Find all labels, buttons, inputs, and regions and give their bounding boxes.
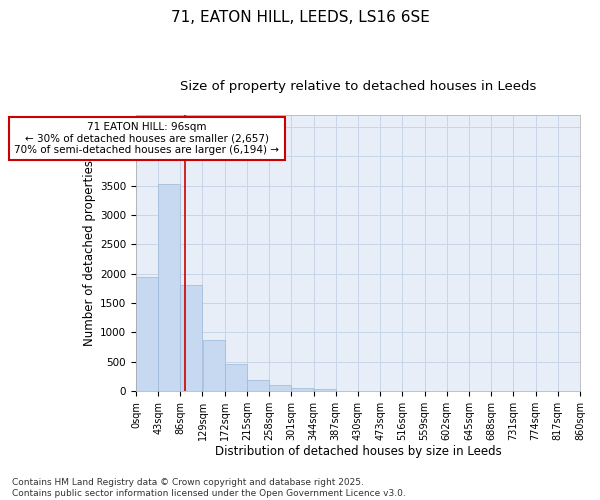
Text: 71 EATON HILL: 96sqm
← 30% of detached houses are smaller (2,657)
70% of semi-de: 71 EATON HILL: 96sqm ← 30% of detached h… (14, 122, 280, 155)
Bar (136, 276, 158, 391)
Bar (292, 388, 313, 391)
Text: Contains HM Land Registry data © Crown copyright and database right 2025.
Contai: Contains HM Land Registry data © Crown c… (12, 478, 406, 498)
Bar (158, 184, 180, 391)
Bar (247, 380, 269, 391)
Y-axis label: Number of detached properties: Number of detached properties (83, 160, 96, 346)
Bar (225, 364, 247, 391)
Bar (314, 389, 335, 391)
Text: 71, EATON HILL, LEEDS, LS16 6SE: 71, EATON HILL, LEEDS, LS16 6SE (170, 10, 430, 25)
Bar (203, 340, 224, 391)
Title: Size of property relative to detached houses in Leeds: Size of property relative to detached ho… (180, 80, 536, 93)
Bar (269, 386, 291, 391)
Bar (181, 286, 202, 391)
X-axis label: Distribution of detached houses by size in Leeds: Distribution of detached houses by size … (215, 444, 502, 458)
